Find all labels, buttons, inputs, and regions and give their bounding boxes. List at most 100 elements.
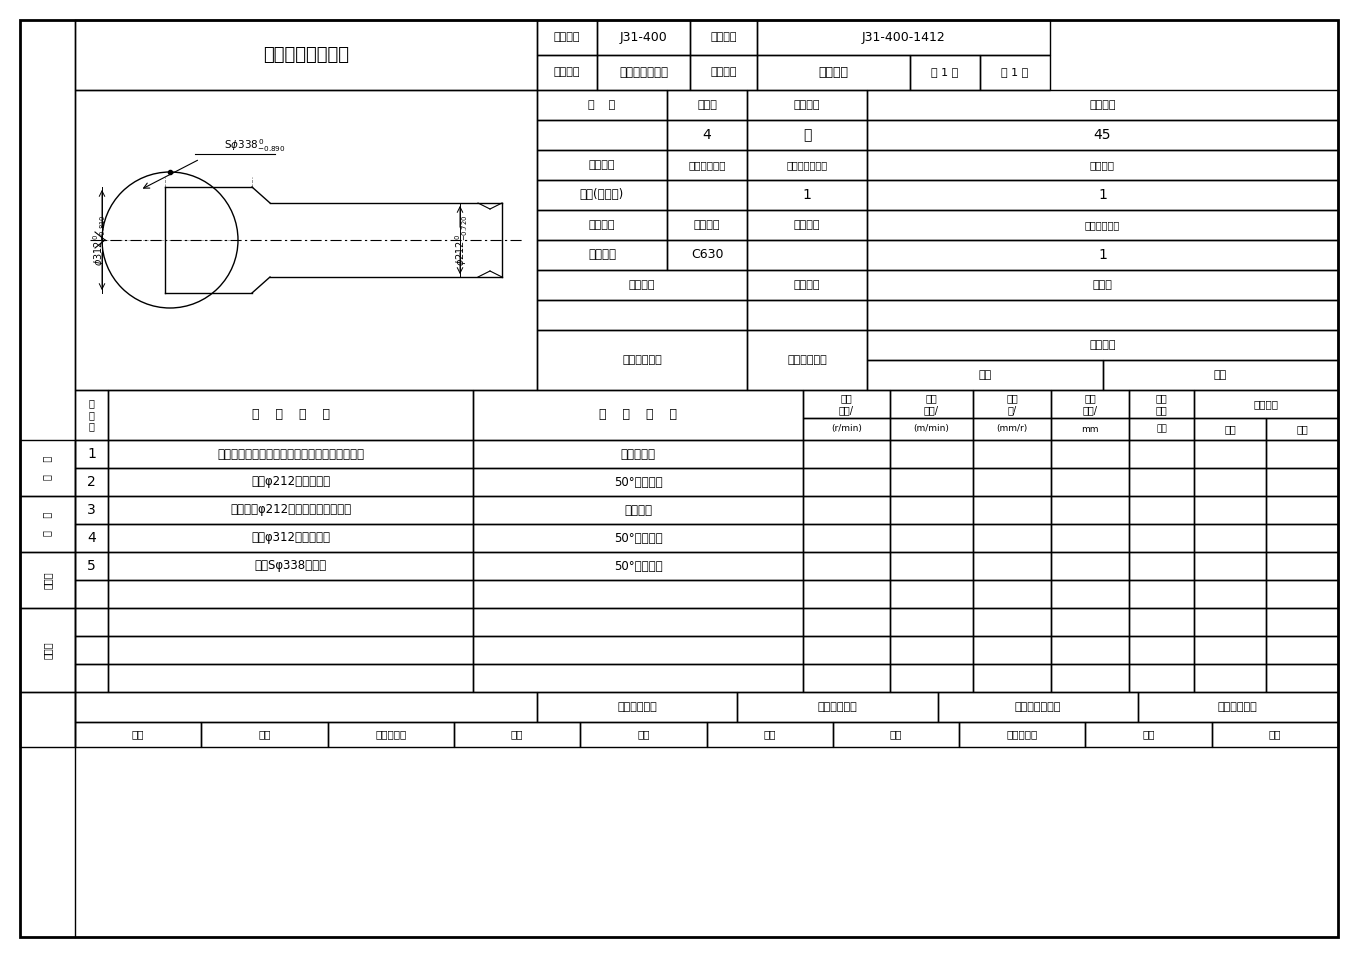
Bar xyxy=(1051,552,1128,580)
Text: 毛坯种类: 毛坯种类 xyxy=(589,160,615,170)
Bar xyxy=(1128,418,1194,440)
Text: 工序号: 工序号 xyxy=(697,100,717,110)
Bar xyxy=(536,270,747,300)
Bar xyxy=(1194,664,1266,692)
Bar xyxy=(690,20,756,55)
Bar xyxy=(667,120,747,150)
Text: 工序名称: 工序名称 xyxy=(793,100,820,110)
Bar xyxy=(1128,552,1194,580)
Text: C630: C630 xyxy=(691,249,724,261)
Bar xyxy=(109,552,473,580)
Bar xyxy=(20,608,75,692)
Bar xyxy=(803,418,889,440)
Bar xyxy=(1266,636,1338,664)
Bar xyxy=(667,90,747,120)
Bar xyxy=(889,552,972,580)
Text: 设备型号: 设备型号 xyxy=(694,220,720,230)
Bar xyxy=(1194,390,1338,418)
Text: 每台件数: 每台件数 xyxy=(1090,160,1115,170)
Bar xyxy=(473,608,803,636)
Bar xyxy=(1128,608,1194,636)
Text: 辅助: 辅助 xyxy=(1296,424,1308,434)
Bar xyxy=(803,496,889,524)
Bar xyxy=(75,722,201,747)
Text: 处数: 处数 xyxy=(889,729,902,740)
Text: 三爪卡盘: 三爪卡盘 xyxy=(623,503,652,517)
Text: 45: 45 xyxy=(1093,128,1111,142)
Bar xyxy=(667,180,747,210)
Text: 背吃
刀量/: 背吃 刀量/ xyxy=(1082,393,1097,414)
Bar xyxy=(889,580,972,608)
Text: 夹具编号: 夹具编号 xyxy=(629,280,656,290)
Bar xyxy=(1194,468,1266,496)
Text: 零件名称: 零件名称 xyxy=(710,68,737,78)
Text: 夹具名称: 夹具名称 xyxy=(793,280,820,290)
Bar xyxy=(747,180,866,210)
Bar xyxy=(1194,496,1266,524)
Bar xyxy=(536,692,737,722)
Bar xyxy=(756,20,1050,55)
Bar xyxy=(1051,664,1128,692)
Bar xyxy=(473,524,803,552)
Bar xyxy=(1194,580,1266,608)
Bar xyxy=(1128,580,1194,608)
Bar xyxy=(473,552,803,580)
Bar xyxy=(866,270,1338,300)
Text: 50°外圆车刀: 50°外圆车刀 xyxy=(614,531,663,545)
Bar xyxy=(866,90,1338,120)
Text: 会签（日期）: 会签（日期） xyxy=(1218,702,1258,712)
Bar xyxy=(1194,636,1266,664)
Text: 日期: 日期 xyxy=(1268,729,1281,740)
Bar xyxy=(1128,390,1194,418)
Bar xyxy=(803,468,889,496)
Bar xyxy=(75,524,109,552)
Bar xyxy=(75,468,109,496)
Bar xyxy=(866,210,1338,240)
Text: 切削
速度/: 切削 速度/ xyxy=(923,393,938,414)
Text: 工    步    内    容: 工 步 内 容 xyxy=(251,409,330,421)
Text: 单件: 单件 xyxy=(1214,370,1226,380)
Text: 粗车φ312外圆柱面。: 粗车φ312外圆柱面。 xyxy=(251,531,330,545)
Text: 每毛坯可制件数: 每毛坯可制件数 xyxy=(786,160,827,170)
Bar xyxy=(536,240,667,270)
Text: 更改文件号: 更改文件号 xyxy=(1006,729,1038,740)
Bar xyxy=(866,120,1338,150)
Bar xyxy=(972,496,1051,524)
Text: 进给
次数: 进给 次数 xyxy=(1156,393,1168,414)
Bar xyxy=(473,664,803,692)
Text: 4: 4 xyxy=(702,128,712,142)
Bar xyxy=(1194,552,1266,580)
Bar xyxy=(109,390,473,440)
Bar xyxy=(75,552,109,580)
Bar xyxy=(109,664,473,692)
Bar xyxy=(1266,580,1338,608)
Text: 50°外圆车刀: 50°外圆车刀 xyxy=(614,476,663,488)
Text: S$\phi$338$^{\,0}_{-0.890}$: S$\phi$338$^{\,0}_{-0.890}$ xyxy=(224,138,285,154)
Bar xyxy=(327,722,454,747)
Text: 1: 1 xyxy=(1099,188,1107,202)
Bar xyxy=(20,440,75,496)
Bar xyxy=(690,55,756,90)
Bar xyxy=(473,580,803,608)
Bar xyxy=(75,636,109,664)
Text: 设计（日期）: 设计（日期） xyxy=(618,702,657,712)
Bar xyxy=(866,180,1338,210)
Text: 共 1 页: 共 1 页 xyxy=(932,68,959,78)
Text: 描    图: 描 图 xyxy=(42,456,53,480)
Bar xyxy=(972,390,1051,418)
Bar xyxy=(803,552,889,580)
Bar xyxy=(747,330,866,390)
Text: 次数: 次数 xyxy=(1156,425,1167,434)
Bar xyxy=(536,330,747,390)
Text: 材料牌号: 材料牌号 xyxy=(1089,100,1116,110)
Bar xyxy=(536,180,667,210)
Bar xyxy=(747,270,866,300)
Bar xyxy=(598,20,690,55)
Text: 工步工时: 工步工时 xyxy=(1253,399,1278,409)
Bar xyxy=(473,636,803,664)
Bar xyxy=(1266,552,1338,580)
Bar xyxy=(1051,390,1128,418)
Bar xyxy=(1051,608,1128,636)
Bar xyxy=(756,55,910,90)
Text: 底图号: 底图号 xyxy=(42,571,53,589)
